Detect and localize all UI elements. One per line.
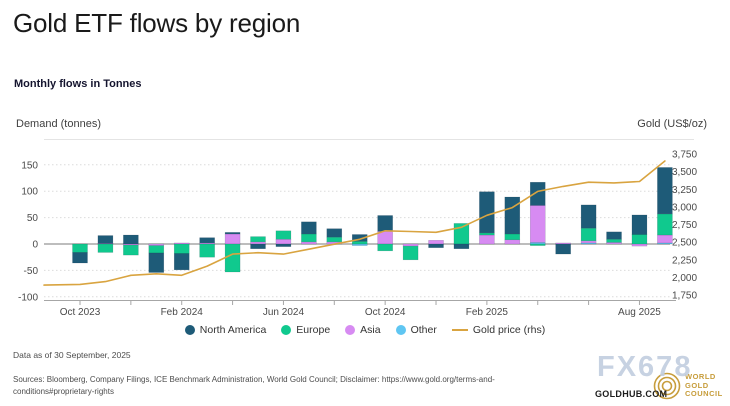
- chart-svg: 150 100 50 0 -50 -100 3,750 3,500 3,250 3,000 2,75…: [18, 150, 697, 319]
- svg-text:Jun 2024: Jun 2024: [263, 307, 305, 318]
- legend-item-other: Other: [395, 324, 437, 336]
- plot-separator: [44, 139, 694, 140]
- svg-text:50: 50: [27, 213, 39, 224]
- chart-area: 150 100 50 0 -50 -100 3,750 3,500 3,250 3,000 2,75…: [0, 140, 730, 324]
- svg-text:Aug 2025: Aug 2025: [618, 307, 661, 318]
- svg-text:Oct 2023: Oct 2023: [60, 307, 101, 318]
- legend-label: Gold price (rhs): [472, 324, 546, 336]
- asia-dot-icon: [345, 325, 356, 335]
- chart-subtitle: Monthly flows in Tonnes: [14, 78, 142, 90]
- wgc-text-world: WORLD: [685, 372, 716, 382]
- svg-text:150: 150: [21, 160, 38, 171]
- legend: North America Europe Asia Other Gold pri…: [0, 324, 730, 336]
- svg-text:1,750: 1,750: [672, 291, 697, 302]
- wgc-logo: WORLD GOLD COUNCIL: [652, 371, 723, 401]
- goldhub-site-label: GOLDHUB.COM: [595, 389, 668, 399]
- svg-text:Feb 2024: Feb 2024: [161, 307, 204, 318]
- footer-sources: Sources: Bloomberg, Company Filings, ICE…: [13, 375, 495, 396]
- svg-text:-100: -100: [18, 292, 38, 303]
- legend-item-gold-price: Gold price (rhs): [451, 324, 546, 336]
- left-axis-title: Demand (tonnes): [16, 118, 101, 130]
- wgc-text-gold: GOLD: [685, 380, 709, 390]
- wgc-text-council: COUNCIL: [685, 389, 723, 399]
- fx678-watermark: FX678: [597, 351, 693, 383]
- svg-text:0: 0: [32, 240, 38, 251]
- svg-text:3,500: 3,500: [672, 167, 697, 178]
- legend-label: North America: [199, 324, 267, 336]
- wgc-rings-icon: [653, 372, 681, 400]
- wgc-logo-text: WORLD GOLD COUNCIL: [685, 372, 723, 399]
- north-america-dot-icon: [184, 325, 195, 335]
- svg-text:3,750: 3,750: [672, 150, 697, 161]
- svg-text:3,000: 3,000: [672, 202, 697, 213]
- legend-item-north-america: North America: [184, 324, 267, 336]
- svg-text:3,250: 3,250: [672, 185, 697, 196]
- europe-dot-icon: [281, 325, 292, 335]
- legend-label: Asia: [360, 324, 381, 336]
- gold-price-line-icon: [451, 329, 468, 331]
- svg-text:2,750: 2,750: [672, 220, 697, 231]
- other-dot-icon: [395, 325, 406, 335]
- svg-text:2,000: 2,000: [672, 273, 697, 284]
- page-title: Gold ETF flows by region: [13, 8, 301, 38]
- svg-text:Oct 2024: Oct 2024: [365, 307, 406, 318]
- legend-item-asia: Asia: [345, 324, 381, 336]
- right-axis-title: Gold (US$/oz): [637, 118, 707, 130]
- footer-data-as-of: Data as of 30 September, 2025: [13, 350, 131, 360]
- svg-text:2,500: 2,500: [672, 238, 697, 249]
- svg-text:Feb 2025: Feb 2025: [466, 307, 509, 318]
- svg-text:2,250: 2,250: [672, 255, 697, 266]
- legend-item-europe: Europe: [281, 324, 330, 336]
- legend-label: Other: [410, 324, 437, 336]
- svg-text:100: 100: [21, 187, 38, 198]
- legend-label: Europe: [296, 324, 331, 336]
- svg-text:-50: -50: [24, 266, 39, 277]
